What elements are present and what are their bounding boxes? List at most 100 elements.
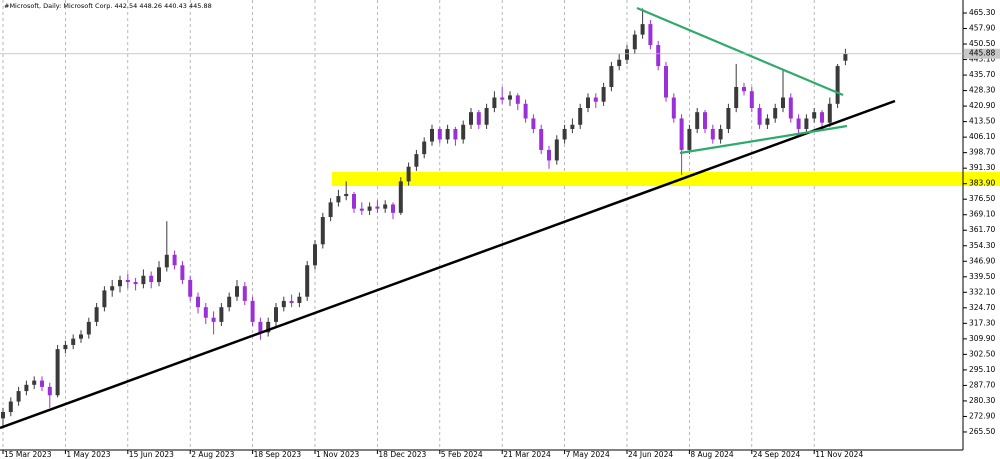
- candle-body: [476, 112, 481, 125]
- candle-body: [250, 300, 255, 322]
- candle-body: [508, 95, 512, 100]
- candle-body: [391, 204, 395, 213]
- candle-body: [164, 254, 169, 268]
- candle-body: [547, 149, 551, 161]
- y-tick-label: 376.50: [969, 194, 995, 203]
- candle-body: [484, 107, 489, 125]
- candle-body: [422, 141, 427, 155]
- candle-body: [679, 118, 684, 150]
- trend-line: [0, 99, 896, 430]
- y-tick-label: 324.70: [969, 303, 995, 312]
- candle-body: [593, 97, 598, 102]
- candle-body: [359, 208, 364, 211]
- candle-body: [63, 344, 68, 350]
- candle-body: [570, 124, 575, 129]
- candle-body: [773, 107, 778, 119]
- candle-body: [281, 300, 286, 308]
- candle-body: [352, 193, 356, 209]
- candle-body: [227, 296, 232, 308]
- last-price-box: [964, 48, 1000, 59]
- candle-body: [313, 244, 317, 266]
- candle-body: [149, 275, 154, 283]
- x-tick-label: 11 Nov 2024: [815, 450, 863, 459]
- x-tick-label: 21 Mar 2024: [503, 450, 551, 459]
- candle-body: [827, 103, 832, 123]
- triangle-upper-line: [636, 6, 844, 97]
- header-open: 442.54: [115, 2, 138, 10]
- candle-body: [781, 97, 785, 108]
- candle-body: [94, 307, 99, 322]
- x-tick-label: 7 May 2024: [566, 450, 610, 459]
- candle-body: [305, 265, 310, 297]
- candle-body: [734, 87, 739, 108]
- candle-body: [804, 118, 809, 129]
- candle-body: [445, 128, 450, 140]
- x-tick-label: 8 Aug 2024: [690, 450, 733, 459]
- candle-body: [406, 166, 411, 182]
- y-tick-label: 265.50: [969, 427, 995, 436]
- candle-body: [539, 128, 544, 150]
- header-low: 440.43: [164, 2, 187, 10]
- candle-body: [664, 66, 668, 98]
- candle-body: [430, 128, 434, 142]
- candle-body: [86, 321, 91, 335]
- candle-body: [703, 112, 707, 129]
- candle-body: [367, 206, 372, 211]
- candle-body: [788, 97, 793, 119]
- x-tick-label: 24 Sep 2024: [753, 450, 801, 459]
- y-tick-label: 369.10: [969, 210, 995, 219]
- candle-body: [180, 265, 185, 280]
- y-tick-label: 287.70: [969, 380, 995, 389]
- candle-body: [742, 87, 746, 92]
- candle-body: [125, 279, 130, 283]
- candle-body: [141, 275, 146, 285]
- candle-body: [578, 107, 583, 125]
- x-tick-label: 5 Feb 2024: [441, 450, 483, 459]
- candle-body: [219, 307, 224, 322]
- candle-body: [554, 139, 559, 161]
- candle-body: [40, 380, 44, 387]
- x-tick-label: 18 Dec 2023: [378, 450, 426, 459]
- candle-body: [632, 34, 637, 50]
- y-tick-label: 272.90: [969, 411, 995, 420]
- candle-body: [1, 412, 5, 419]
- candle-body: [749, 91, 754, 108]
- y-tick-label: 346.90: [969, 256, 995, 265]
- candle-body: [757, 107, 762, 125]
- candle-body: [55, 349, 60, 396]
- candle-body: [344, 193, 349, 197]
- y-tick-label: 317.30: [969, 318, 995, 327]
- x-tick-label: 1 Nov 2023: [316, 450, 359, 459]
- candle-body: [812, 112, 817, 119]
- x-tick-label: 2 Aug 2023: [191, 450, 234, 459]
- candle-body: [609, 66, 614, 88]
- candle-body: [289, 300, 294, 304]
- candle-body: [414, 154, 419, 167]
- candle-body: [24, 384, 29, 392]
- candle-body: [383, 204, 388, 209]
- candle-body: [601, 87, 606, 102]
- y-tick-label: 361.70: [969, 225, 995, 234]
- candle-body: [242, 286, 247, 301]
- x-tick-label: 15 Jun 2023: [129, 450, 174, 459]
- candle-body: [71, 338, 76, 345]
- header-close: 445.88: [189, 2, 212, 10]
- y-tick-label: 465.30: [969, 8, 995, 17]
- candle-body: [515, 95, 520, 104]
- candle-body: [110, 286, 115, 291]
- y-tick-label: 339.50: [969, 272, 995, 281]
- candle-body: [461, 124, 466, 140]
- candle-body: [617, 59, 622, 67]
- y-tick-label: 280.30: [969, 396, 995, 405]
- candle-body: [843, 53, 848, 61]
- candle-body: [648, 24, 653, 46]
- header-title: #Microsoft, Daily: Microsoft Corp.: [4, 2, 112, 10]
- y-tick-label: 332.10: [969, 287, 995, 296]
- candle-body: [695, 112, 700, 129]
- candle-body: [196, 296, 200, 308]
- support-zone: [332, 172, 1000, 186]
- y-tick-label: 309.90: [969, 334, 995, 343]
- candle-body: [235, 286, 239, 297]
- candle-body: [765, 118, 770, 125]
